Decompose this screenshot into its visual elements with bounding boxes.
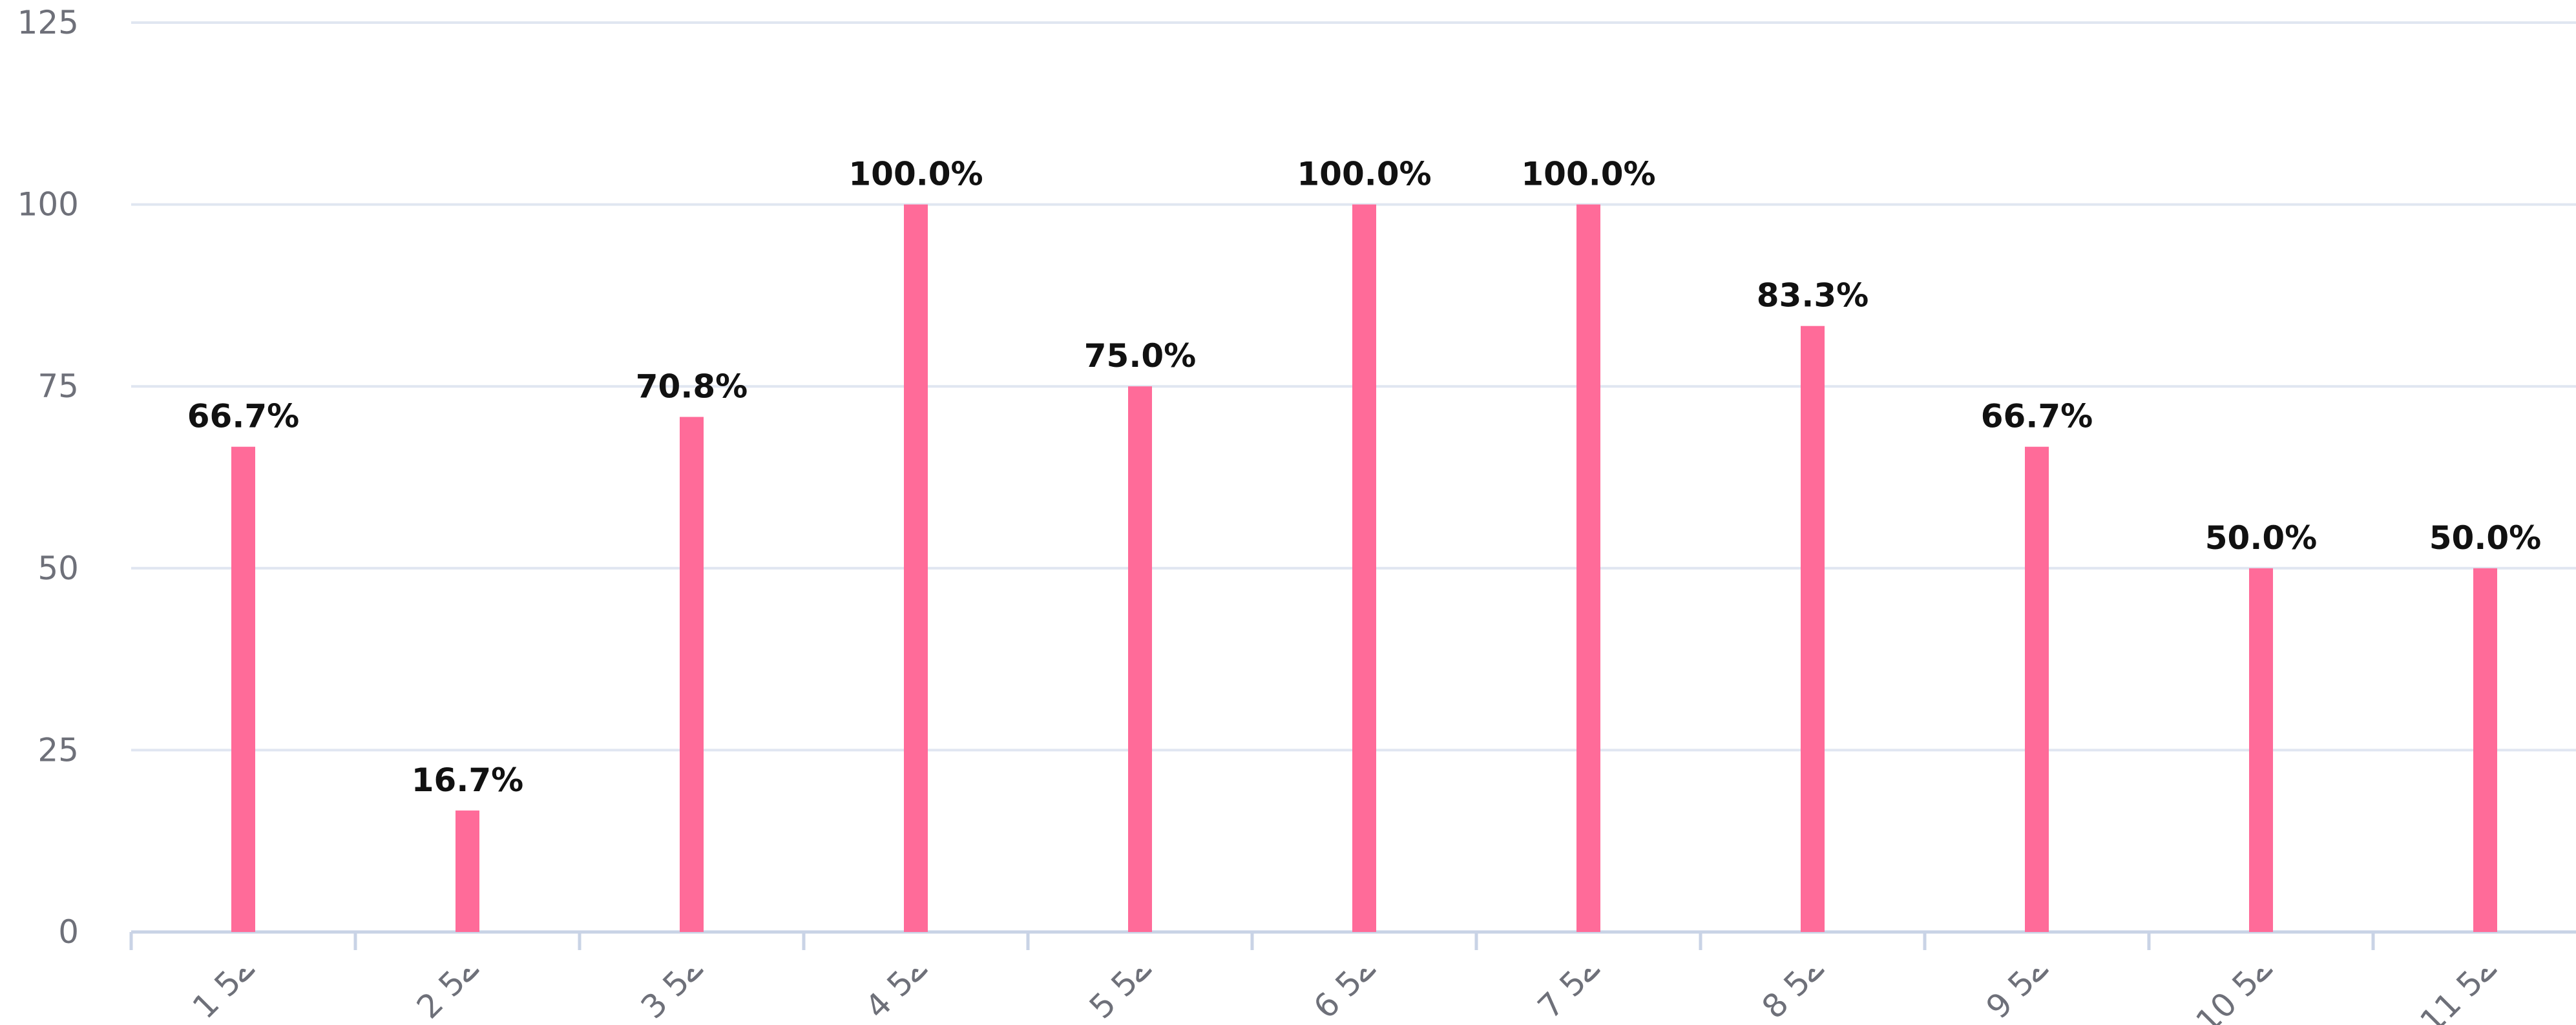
data-label: 83.3% <box>1757 277 1869 315</box>
bars <box>231 204 2497 933</box>
y-tick-label: 75 <box>37 368 79 405</box>
x-tick-label: 10 5ے <box>2189 949 2279 1025</box>
bar <box>2473 568 2497 932</box>
bar <box>1352 204 1376 933</box>
x-tick-label: 4 5ے <box>858 949 934 1025</box>
data-label: 70.8% <box>636 368 748 406</box>
data-label: 66.7% <box>187 398 299 435</box>
bar <box>456 810 479 932</box>
y-tick-label: 125 <box>17 4 79 41</box>
bar <box>1801 326 1825 932</box>
y-axis-ticks: 0 25 50 75 100 125 <box>17 4 79 951</box>
bar <box>231 446 255 932</box>
x-tick-label: 5 5ے <box>1082 949 1158 1025</box>
y-tick-label: 0 <box>58 913 79 951</box>
x-tick-label: 8 5ے <box>1755 949 1831 1025</box>
y-tick-label: 25 <box>37 731 79 769</box>
bar <box>680 417 704 932</box>
data-label: 100.0% <box>1521 156 1655 193</box>
bar <box>1576 204 1600 933</box>
data-labels: 66.7% 16.7% 70.8% 100.0% 75.0% 100.0% 100.0% 83… <box>187 156 2541 799</box>
x-tick-label: 9 5ے <box>1979 949 2055 1025</box>
data-label: 75.0% <box>1084 337 1196 375</box>
bar <box>1128 386 1152 932</box>
data-label: 66.7% <box>1981 398 2093 435</box>
x-axis-ticks: 1 5ے 2 5ے 3 5ے 4 5ے 5 5ے 6 5ے 7 5ے 8 5ے 9 5ے 10 5… <box>185 949 2504 1025</box>
bar <box>2249 568 2273 932</box>
x-tick-label: 11 5ے <box>2413 949 2504 1025</box>
x-tick-label: 7 5ے <box>1531 949 1607 1025</box>
y-tick-label: 100 <box>17 186 79 223</box>
x-axis <box>129 930 2576 950</box>
data-label: 16.7% <box>412 761 523 799</box>
bar <box>904 204 928 933</box>
data-label: 100.0% <box>1297 156 1431 193</box>
x-tick-label: 3 5ے <box>634 949 710 1025</box>
x-tick-label: 6 5ے <box>1306 949 1383 1025</box>
data-label: 50.0% <box>2205 519 2317 557</box>
x-tick-label: 1 5ے <box>185 949 262 1025</box>
x-tick-label: 2 5ے <box>410 949 486 1025</box>
bar <box>2025 446 2049 932</box>
data-label: 50.0% <box>2429 519 2541 557</box>
data-label: 100.0% <box>848 156 983 193</box>
y-tick-label: 50 <box>37 550 79 587</box>
